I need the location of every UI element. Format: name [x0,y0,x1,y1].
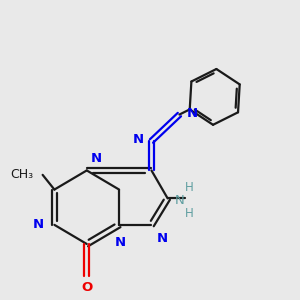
Text: H: H [185,207,194,220]
Text: N: N [33,218,44,231]
Text: N: N [90,152,101,165]
Text: N: N [187,106,198,120]
Text: H: H [185,181,194,194]
Text: N: N [157,232,168,245]
Text: N: N [133,133,144,146]
Text: N: N [175,194,185,207]
Text: N: N [115,236,126,249]
Text: CH₃: CH₃ [11,168,34,182]
Text: O: O [81,281,92,294]
